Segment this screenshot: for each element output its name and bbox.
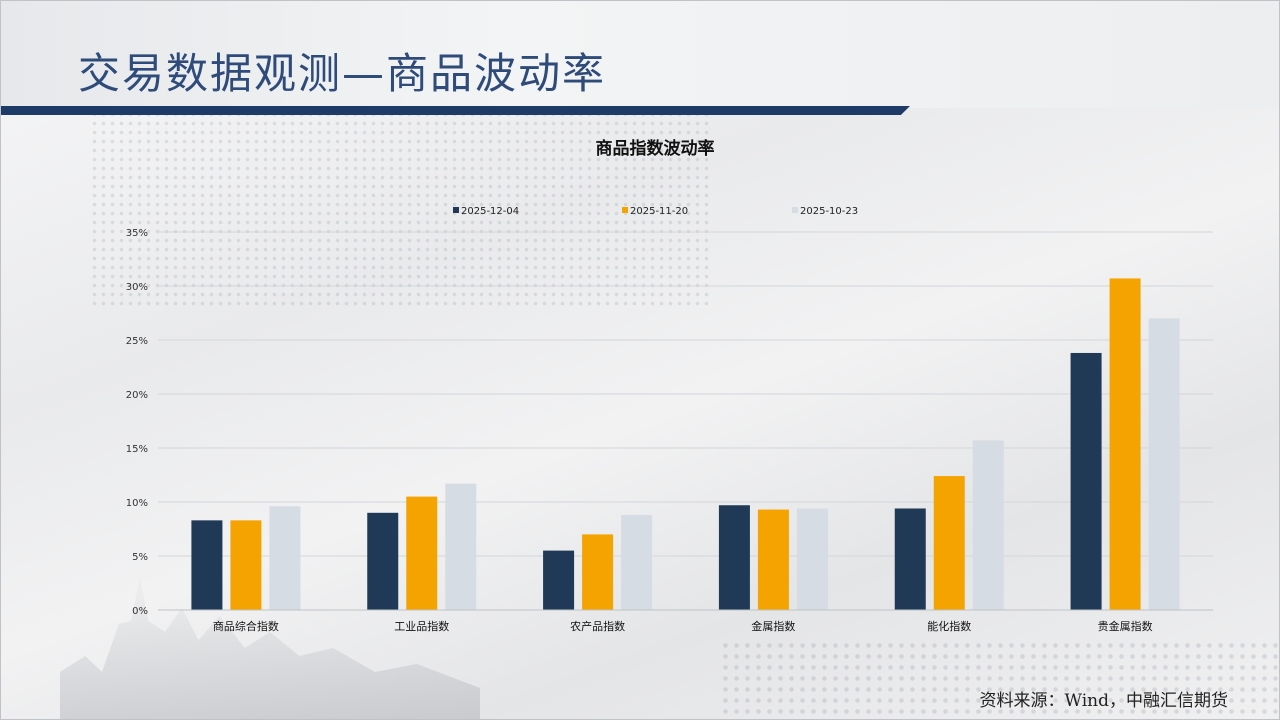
bar-2025-10-23	[269, 506, 301, 610]
data-source-note: 资料来源：Wind，中融汇信期货	[979, 691, 1228, 711]
y-tick-label: 35%	[126, 228, 148, 239]
y-tick-label: 20%	[126, 390, 148, 401]
slide-title: 交易数据观测—商品波动率	[78, 49, 607, 98]
y-tick-label: 0%	[132, 606, 148, 617]
bar-2025-12-04	[543, 550, 575, 610]
bar-2025-12-04	[894, 508, 926, 610]
bar-2025-12-04	[718, 505, 750, 610]
x-category-label: 商品综合指数	[213, 619, 279, 633]
x-axis-category-labels: 商品综合指数 工业品指数 农产品指数 金属指数 能化指数 贵金属指数	[158, 609, 1213, 633]
title-underline-bar	[0, 106, 910, 115]
x-category-label: 能化指数	[927, 619, 971, 633]
x-category-label: 工业品指数	[394, 619, 449, 633]
x-category-label: 金属指数	[751, 619, 795, 633]
y-tick-label: 10%	[126, 498, 148, 509]
bar-2025-11-20	[757, 509, 789, 610]
bar-2025-10-23	[621, 514, 653, 610]
chart-title: 商品指数波动率	[596, 138, 715, 159]
x-category-label: 贵金属指数	[1098, 619, 1153, 633]
chart-legend: 2025-12-04 2025-11-20 2025-10-23	[453, 206, 858, 217]
bar-2025-10-23	[972, 440, 1004, 610]
y-tick-label: 30%	[126, 282, 148, 293]
bar-2025-12-04	[1070, 352, 1102, 610]
y-tick-label: 25%	[126, 336, 148, 347]
hex-dots-decoration	[720, 640, 1280, 720]
bar-2025-11-20	[582, 534, 614, 610]
bar-2025-10-23	[1148, 318, 1180, 610]
x-category-label: 农产品指数	[570, 619, 625, 633]
chart-gridlines	[158, 231, 1213, 611]
bar-2025-10-23	[445, 483, 477, 610]
header-band	[0, 0, 1280, 108]
bar-2025-12-04	[191, 520, 223, 610]
legend-label: 2025-10-23	[800, 206, 858, 217]
legend-swatch	[792, 207, 798, 213]
y-axis-tick-labels: 0% 5% 10% 15% 20% 25% 30% 35%	[126, 228, 148, 617]
legend-swatch	[453, 207, 459, 213]
chart-bars	[191, 278, 1180, 610]
legend-label: 2025-12-04	[461, 206, 519, 217]
bar-2025-11-20	[933, 476, 965, 610]
bar-2025-12-04	[367, 512, 399, 610]
bar-2025-11-20	[1109, 278, 1141, 610]
legend-swatch	[622, 207, 628, 213]
bar-2025-10-23	[796, 508, 828, 610]
y-tick-label: 15%	[126, 444, 148, 455]
y-tick-label: 5%	[132, 552, 148, 563]
bar-2025-11-20	[230, 520, 262, 610]
bar-2025-11-20	[406, 496, 438, 610]
legend-label: 2025-11-20	[630, 206, 688, 217]
world-map-dots-decoration	[90, 110, 710, 310]
